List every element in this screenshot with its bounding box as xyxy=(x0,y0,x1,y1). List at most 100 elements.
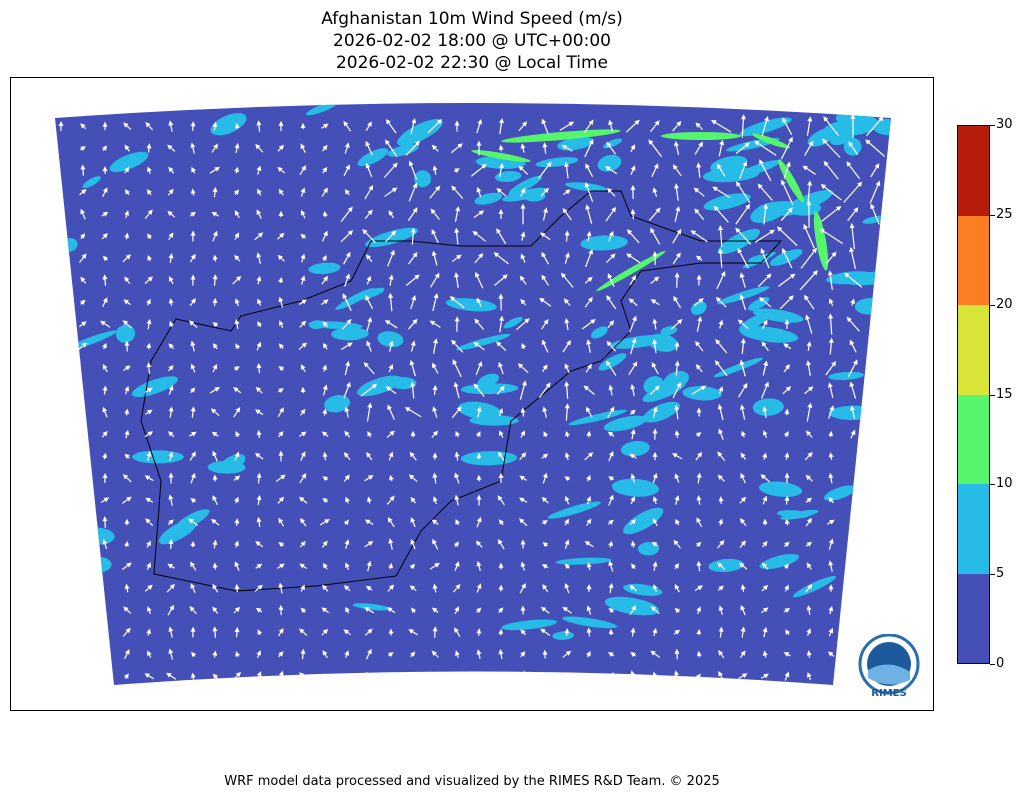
colorbar-tick-label: 10 xyxy=(996,476,1013,492)
wind-arrow xyxy=(783,364,790,373)
wind-arrow xyxy=(102,385,108,395)
wind-arrow xyxy=(695,340,704,352)
wind-arrow xyxy=(410,430,416,438)
wind-arrow xyxy=(145,409,153,415)
colorbar-tick-label: 20 xyxy=(996,296,1013,312)
wind-arrow xyxy=(629,453,637,459)
wind-arrow xyxy=(696,472,702,484)
wind-arrow xyxy=(450,143,463,154)
wind-arrow xyxy=(124,429,130,439)
wind-arrow xyxy=(849,246,857,270)
wind-arrow xyxy=(300,584,305,592)
wind-arrow xyxy=(649,120,660,133)
wind-arrow xyxy=(827,651,835,657)
wind-arrow xyxy=(322,451,328,461)
wind-arrow xyxy=(607,406,615,418)
wind-arrow xyxy=(124,166,130,174)
wind-arrow xyxy=(652,187,658,197)
wind-arrow xyxy=(605,206,617,222)
wind-arrow xyxy=(760,248,770,269)
wind-arrow xyxy=(408,474,418,483)
wind-arrow xyxy=(147,233,153,240)
wind-arrow xyxy=(783,652,791,657)
wind-arrow xyxy=(718,605,724,615)
wind-arrow xyxy=(608,608,614,614)
wind-arrow xyxy=(386,607,396,614)
wind-arrow xyxy=(695,432,702,438)
wind-arrow xyxy=(847,207,859,222)
wind-arrow xyxy=(365,648,372,660)
wind-arrow xyxy=(474,252,484,264)
wind-arrow xyxy=(650,227,661,245)
colorbar-tick-label: 15 xyxy=(996,386,1013,402)
wind-arrow xyxy=(388,274,394,286)
wind-contour xyxy=(813,211,829,271)
wind-arrow xyxy=(234,319,240,330)
wind-arrow xyxy=(364,628,373,636)
wind-arrow xyxy=(408,182,418,202)
wind-arrow xyxy=(344,406,350,418)
wind-arrow xyxy=(365,162,373,178)
wind-arrow xyxy=(321,540,328,548)
wind-arrow xyxy=(652,561,658,571)
wind-arrow xyxy=(805,541,813,547)
wind-arrow xyxy=(454,472,460,484)
wind-arrow xyxy=(123,122,132,131)
wind-arrow xyxy=(520,430,526,438)
wind-arrow xyxy=(233,366,240,372)
wind-arrow xyxy=(168,451,174,461)
wind-arrow xyxy=(800,247,817,269)
wind-arrow xyxy=(626,229,640,244)
colorbar-bin-0-5 xyxy=(958,573,989,663)
wind-arrow xyxy=(300,275,306,285)
wind-arrow xyxy=(718,518,724,526)
wind-arrow xyxy=(586,231,592,242)
wind-arrow xyxy=(255,409,264,416)
wind-arrow xyxy=(278,210,284,218)
wind-arrow xyxy=(517,363,529,374)
wind-arrow xyxy=(630,473,636,483)
wind-arrow xyxy=(648,139,663,158)
wind-arrow xyxy=(696,316,703,332)
wind-arrow xyxy=(799,270,818,291)
wind-arrow xyxy=(321,607,329,614)
wind-arrow xyxy=(386,673,396,680)
wind-arrow xyxy=(473,342,485,351)
map-frame: RIMES xyxy=(10,77,934,711)
wind-contour xyxy=(611,478,659,497)
wind-arrow xyxy=(408,629,418,636)
wind-arrow xyxy=(541,564,549,569)
wind-arrow xyxy=(498,162,504,178)
wind-arrow xyxy=(343,251,351,265)
wind-arrow xyxy=(564,403,570,421)
wind-arrow xyxy=(607,519,614,525)
wind-arrow xyxy=(169,320,174,328)
wind-arrow xyxy=(410,340,416,352)
wind-arrow xyxy=(278,366,285,372)
wind-arrow xyxy=(321,187,328,197)
wind-arrow xyxy=(828,560,834,572)
wind-contour xyxy=(603,415,647,432)
wind-arrow xyxy=(740,626,746,638)
wind-arrow xyxy=(452,359,462,378)
wind-arrow xyxy=(761,562,769,570)
wind-arrow xyxy=(234,166,240,174)
wind-arrow xyxy=(562,650,572,658)
wind-contour xyxy=(55,650,91,674)
wind-arrow xyxy=(322,562,328,570)
wind-arrow xyxy=(102,255,109,262)
wind-arrow xyxy=(519,275,527,285)
wind-arrow xyxy=(496,228,507,245)
wind-arrow xyxy=(695,364,703,373)
wind-contour xyxy=(642,401,680,423)
wind-contour xyxy=(780,509,819,520)
wind-arrow xyxy=(541,274,550,286)
wind-arrow xyxy=(410,227,416,245)
wind-arrow xyxy=(124,340,130,352)
wind-arrow xyxy=(540,671,550,681)
wind-arrow xyxy=(674,607,681,614)
wind-arrow xyxy=(849,381,857,399)
wind-arrow xyxy=(410,517,416,528)
wind-arrow xyxy=(277,407,284,418)
wind-arrow xyxy=(608,494,614,506)
